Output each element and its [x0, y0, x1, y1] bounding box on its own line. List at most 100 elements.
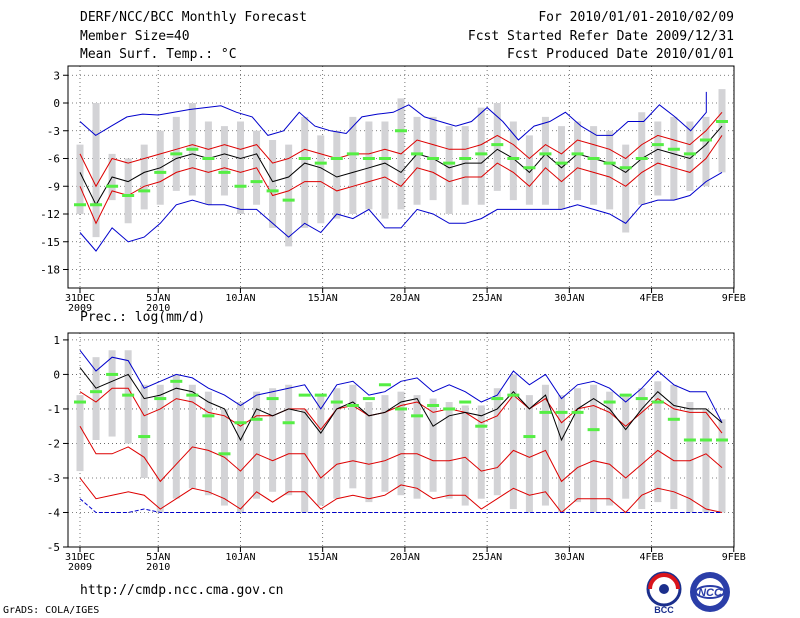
prec-ytick-label: 1 — [53, 334, 60, 347]
temp-median-mark — [523, 166, 536, 170]
prec-ensemble-box — [622, 395, 630, 499]
prec-xtick-label: 15JAN — [308, 552, 338, 563]
temp-median-mark — [411, 152, 424, 156]
temp-xtick-label: 25JAN — [472, 293, 502, 304]
prec-ensemble-box — [686, 402, 694, 513]
prec-xtick-year: 2010 — [146, 562, 170, 573]
temp-median-mark — [716, 120, 728, 123]
temp-series-mean — [79, 125, 723, 206]
bcc-logo-icon: BCC — [646, 571, 682, 615]
prec-ensemble-box — [253, 391, 261, 499]
temp-median-mark — [314, 161, 327, 165]
prec-ensemble-box — [317, 395, 325, 506]
prec-median-mark — [491, 397, 504, 401]
prec-xtick-label: 31DEC — [65, 552, 95, 563]
prec-median-mark — [683, 438, 696, 442]
temp-median-mark — [395, 129, 407, 133]
prec-median-mark — [138, 435, 151, 439]
prec-median-mark — [443, 407, 456, 411]
temp-median-mark — [491, 143, 504, 147]
prec-median-mark — [635, 397, 648, 401]
prec-ensemble-box — [381, 395, 389, 492]
prec-ensemble-box — [156, 384, 164, 513]
temp-series-lower — [79, 135, 723, 225]
prec-series-mean — [79, 367, 723, 442]
source-url[interactable]: http://cmdp.ncc.cma.gov.cn — [80, 583, 284, 598]
temp-median-mark — [683, 152, 696, 156]
temp-xtick-label: 10JAN — [225, 293, 255, 304]
temp-ytick-label: -18 — [40, 264, 60, 277]
temp-ensemble-box — [670, 116, 678, 201]
prec-series-lower2 — [79, 477, 723, 514]
prec-xtick-label: 30JAN — [554, 552, 584, 563]
temp-ytick-label: -9 — [47, 180, 60, 193]
temp-median-mark — [90, 203, 103, 207]
temp-ensemble-box — [606, 130, 614, 210]
temp-median-mark — [571, 152, 584, 156]
temp-ytick-label: -6 — [47, 153, 60, 166]
prec-ensemble-box — [670, 384, 678, 510]
prec-median-mark — [122, 393, 135, 397]
temp-ensemble-box — [686, 121, 694, 191]
prec-median-mark — [218, 452, 231, 456]
temp-ensemble-box — [654, 121, 662, 196]
temp-ensemble-box — [509, 121, 517, 201]
prec-ensemble-box — [638, 388, 646, 510]
temp-median-mark — [635, 157, 648, 160]
temp-ensemble-box — [718, 89, 726, 173]
prec-ensemble-box — [76, 395, 84, 472]
prec-median-mark — [411, 414, 424, 418]
prec-ensemble-box — [92, 357, 100, 440]
temp-ensemble-box — [140, 144, 148, 210]
prec-ytick-label: -5 — [47, 541, 60, 554]
temp-ensemble-box — [493, 103, 501, 191]
prec-median-mark — [427, 403, 440, 407]
prec-ytick-label: -3 — [47, 472, 60, 485]
temp-median-mark — [651, 143, 664, 147]
prec-ensemble-box — [204, 391, 212, 496]
temp-median-mark — [298, 157, 311, 160]
temp-median-mark — [475, 152, 488, 156]
temp-ytick-label: -12 — [40, 208, 60, 221]
prec-median-mark — [170, 379, 183, 383]
prec-ensemble-box — [237, 402, 244, 513]
prec-median-mark — [250, 417, 263, 421]
prec-median-mark — [74, 400, 86, 404]
temp-ensemble-box — [365, 121, 373, 210]
prec-ensemble-box — [590, 384, 598, 513]
temp-ensemble-box — [317, 135, 325, 224]
temp-median-mark — [443, 161, 456, 165]
prec-median-mark — [362, 397, 375, 401]
temp-ensemble-box — [220, 126, 228, 196]
prec-median-mark — [523, 435, 536, 439]
temp-ensemble-box — [525, 135, 533, 205]
temp-ensemble-box — [237, 121, 244, 214]
prec-ensemble-box — [445, 402, 453, 499]
prec-ensemble-box — [509, 374, 517, 510]
prec-ensemble-box — [718, 419, 726, 513]
temp-ensemble-box — [76, 144, 84, 214]
prec-median-mark — [330, 400, 343, 404]
temp-ensemble-box — [285, 144, 293, 247]
prec-ensemble-box — [285, 384, 293, 496]
temp-ytick-label: 0 — [53, 97, 60, 110]
prec-ytick-label: -4 — [47, 506, 61, 519]
temp-median-mark — [170, 152, 183, 156]
temp-median-mark — [603, 161, 616, 165]
temp-ensemble-box — [702, 116, 710, 187]
temp-xtick-year: 2010 — [146, 303, 170, 314]
prec-xtick-label: 25JAN — [472, 552, 502, 563]
temp-ensemble-box — [541, 116, 549, 205]
forecast-produced-label: Fcst Produced Date 2010/01/01 — [507, 47, 734, 62]
prec-ensemble-box — [333, 388, 341, 499]
prec-ensemble-box — [365, 402, 373, 503]
member-size-label: Member Size=40 — [80, 29, 190, 44]
temp-median-mark — [378, 157, 391, 160]
forecast-period-label: For 2010/01/01-2010/02/09 — [538, 10, 734, 25]
temp-median-mark — [330, 157, 343, 160]
temp-median-mark — [699, 138, 712, 142]
temp-median-mark — [362, 157, 375, 160]
temp-ensemble-box — [301, 116, 309, 228]
prec-ensemble-box — [558, 395, 565, 513]
prec-plot-frame — [67, 332, 735, 548]
